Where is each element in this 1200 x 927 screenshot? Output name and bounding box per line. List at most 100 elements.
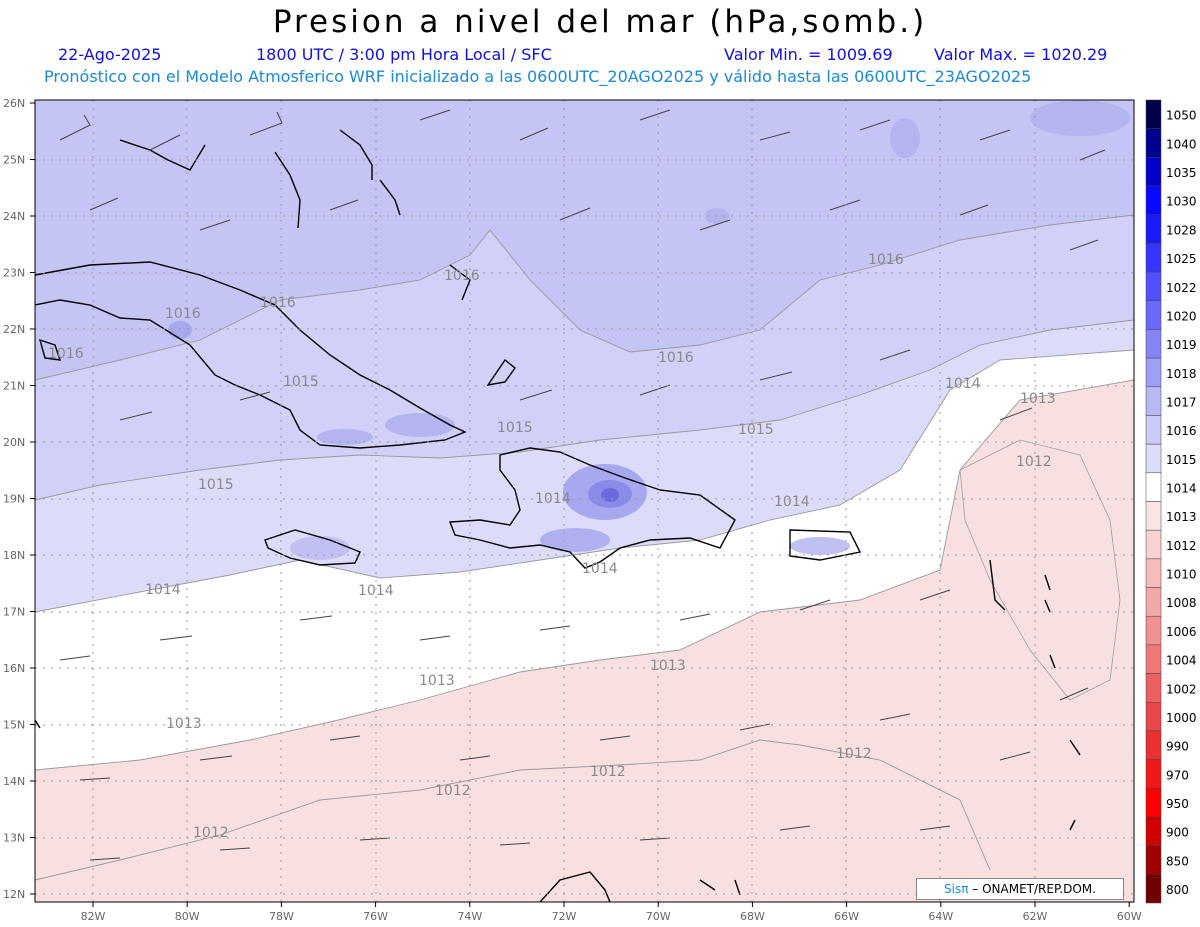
credit-box: Sisπ – ONAMET/REP.DOM.	[916, 878, 1124, 900]
contour-label: 1014	[535, 491, 571, 507]
latitude-label: 14N	[3, 775, 25, 788]
high-pressure-cell	[1030, 100, 1130, 136]
latitude-label: 24N	[3, 210, 25, 223]
contour-label: 1012	[1016, 454, 1052, 470]
high-pressure-cell	[317, 429, 373, 445]
legend-label: 1025	[1166, 252, 1197, 266]
legend-label: 1015	[1166, 453, 1197, 467]
legend-label: 850	[1166, 854, 1189, 868]
forecast-time: 1800 UTC / 3:00 pm Hora Local / SFC	[256, 45, 552, 64]
latitude-label: 25N	[3, 154, 25, 167]
legend-label: 1016	[1166, 424, 1197, 438]
contour-label-group: 1016 1016 1016 1016 1016 1016 1015 1015 …	[48, 252, 1056, 841]
legend-label: 800	[1166, 883, 1189, 897]
latitude-label: 22N	[3, 323, 25, 336]
latitude-label: 15N	[3, 719, 25, 732]
latitude-label: 19N	[3, 493, 25, 506]
contour-label: 1014	[145, 582, 181, 598]
legend-swatch	[1145, 185, 1162, 215]
wind-barbs	[59, 109, 1106, 861]
legend-swatch	[1145, 300, 1162, 330]
legend-label: 1017	[1166, 395, 1197, 409]
legend-label: 1014	[1166, 482, 1197, 496]
legend-swatch	[1145, 673, 1162, 703]
high-pressure-cell	[890, 118, 920, 158]
high-pressure-cell	[385, 413, 455, 437]
contour-label: 1016	[165, 306, 201, 322]
max-value: Valor Max. = 1020.29	[934, 45, 1108, 64]
contour-label: 1012	[193, 825, 229, 841]
contour-label: 1016	[868, 252, 904, 268]
legend-label: 1019	[1166, 338, 1197, 352]
band-1012-east	[959, 439, 1121, 701]
legend-swatch	[1145, 730, 1162, 760]
legend-label: 1020	[1166, 309, 1197, 323]
latitude-axis: 26N 25N 24N 23N 22N 21N 20N 19N 18N 17N 16N 15N 14N 1…	[3, 97, 35, 901]
legend-swatch	[1145, 243, 1162, 273]
graticule	[35, 100, 1134, 902]
contour-label: 1015	[497, 420, 533, 436]
legend-label: 1013	[1166, 510, 1197, 524]
high-pressure-cell	[601, 488, 619, 502]
legend-label: 1030	[1166, 195, 1197, 209]
legend-swatch	[1145, 874, 1162, 904]
legend-label: 1006	[1166, 625, 1197, 639]
legend-swatch	[1145, 472, 1162, 502]
legend-label: 1010	[1166, 568, 1197, 582]
contour-label: 1013	[166, 716, 202, 732]
latitude-label: 13N	[3, 832, 25, 845]
legend-label: 1008	[1166, 596, 1197, 610]
latitude-label: 12N	[3, 888, 25, 901]
longitude-label: 70W	[646, 910, 671, 923]
legend-swatch	[1145, 271, 1162, 302]
contour-label: 1012	[836, 746, 872, 762]
longitude-label: 80W	[175, 910, 200, 923]
legend-swatch	[1145, 415, 1162, 445]
legend-label: 1028	[1166, 223, 1197, 237]
forecast-date: 22-Ago-2025	[58, 45, 162, 64]
legend-label: 1022	[1166, 281, 1197, 295]
latitude-label: 16N	[3, 662, 25, 675]
latitude-label: 17N	[3, 606, 25, 619]
isobars	[35, 214, 1134, 881]
legend-swatch	[1145, 845, 1162, 875]
longitude-label: 72W	[552, 910, 577, 923]
legend-swatch	[1145, 357, 1162, 388]
contour-label: 1012	[435, 783, 471, 799]
chart-title: Presion a nivel del mar (hPa,somb.)	[272, 4, 928, 40]
contour-label: 1013	[419, 673, 455, 689]
model-info: Pronóstico con el Modelo Atmosferico WRF…	[44, 67, 1032, 86]
contour-label: 1015	[198, 477, 234, 493]
legend-swatch	[1145, 615, 1162, 646]
longitude-label: 64W	[928, 910, 953, 923]
legend-swatch	[1145, 99, 1162, 129]
legend-swatch	[1145, 759, 1162, 789]
latitude-label: 21N	[3, 380, 25, 393]
legend-swatch	[1145, 788, 1162, 818]
legend-label: 1040	[1166, 137, 1197, 151]
legend-label: 990	[1166, 740, 1189, 754]
legend-swatch	[1145, 558, 1162, 588]
legend-label: 900	[1166, 826, 1189, 840]
legend-swatch	[1145, 329, 1162, 359]
high-pressure-cell	[790, 537, 850, 555]
legend-swatch	[1145, 443, 1162, 474]
longitude-label: 78W	[269, 910, 294, 923]
contour-label: 1014	[358, 583, 394, 599]
latitude-label: 20N	[3, 436, 25, 449]
sispi-logo: Sisπ	[944, 882, 969, 896]
contour-label: 1013	[1020, 391, 1056, 407]
contour-label: 1013	[650, 658, 686, 674]
coastlines	[35, 129, 1081, 902]
legend-swatch	[1145, 702, 1162, 732]
contour-label: 1015	[738, 422, 774, 438]
longitude-label: 60W	[1117, 910, 1142, 923]
legend-swatch	[1145, 214, 1162, 244]
longitude-label: 62W	[1023, 910, 1048, 923]
map-area: 1016 1016 1016 1016 1016 1016 1015 1015 …	[35, 100, 1134, 902]
contour-label: 1016	[658, 350, 694, 366]
legend-swatch	[1145, 157, 1162, 187]
latitude-label: 18N	[3, 549, 25, 562]
contour-label: 1014	[774, 494, 810, 510]
